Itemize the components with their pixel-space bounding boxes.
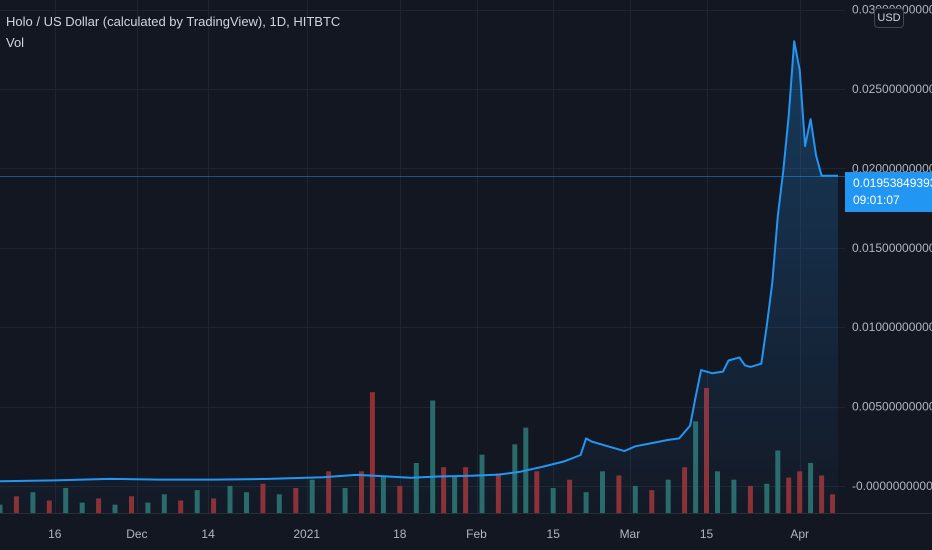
time-tick-label: Mar <box>620 527 641 541</box>
price-tick-label: 0.02000000000 <box>852 161 932 175</box>
price-tick-label: -0.00000000000 <box>852 479 932 493</box>
time-tick-label: Apr <box>790 527 809 541</box>
time-tick-label: 15 <box>547 527 561 541</box>
time-tick-label: 15 <box>700 527 714 541</box>
time-tick-label: Dec <box>126 527 147 541</box>
time-axis[interactable]: 16 Dec 14 2021 18 Feb 15 Mar 15 Apr <box>48 527 809 541</box>
price-area-fill <box>0 41 838 514</box>
price-tick-label: 0.01000000000 <box>852 320 932 334</box>
symbol-title[interactable]: Holo / US Dollar (calculated by TradingV… <box>6 14 341 29</box>
price-series-line <box>0 40 838 483</box>
time-tick-label: 16 <box>48 527 62 541</box>
bar-countdown: 09:01:07 <box>853 193 900 207</box>
time-tick-label: Feb <box>466 527 487 541</box>
time-tick-label: 2021 <box>293 527 320 541</box>
price-area <box>0 41 838 514</box>
volume-bar <box>369 392 375 513</box>
chart-legend: Holo / US Dollar (calculated by TradingV… <box>6 11 340 53</box>
last-price-value: 0.01953849393 <box>853 176 932 190</box>
volume-indicator-label[interactable]: Vol <box>6 35 25 50</box>
price-line <box>0 40 838 483</box>
price-tick-label: 0.02500000000 <box>852 82 932 96</box>
time-tick-label: 14 <box>201 527 215 541</box>
grid <box>0 0 845 513</box>
price-tick-label: 0.01500000000 <box>852 241 932 255</box>
price-tick-label: 0.00500000000 <box>852 400 932 414</box>
time-tick-label: 18 <box>393 527 407 541</box>
currency-button[interactable]: USD <box>874 8 904 28</box>
price-axis[interactable]: 0.030000000000.025000000000.020000000000… <box>852 3 932 494</box>
volume-bar <box>430 400 436 513</box>
last-price-badge: 0.01953849393 09:01:07 <box>845 172 932 212</box>
